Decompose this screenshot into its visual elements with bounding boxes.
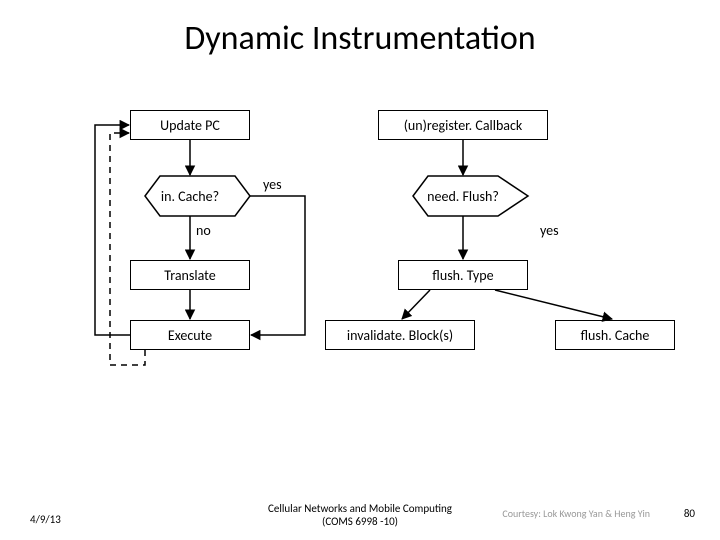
- node-need-flush: [413, 176, 528, 216]
- node-register-callback: (un)register. Callback: [378, 110, 548, 140]
- node-flush-type: flush. Type: [398, 260, 528, 290]
- node-translate: Translate: [130, 260, 250, 290]
- node-update-pc: Update PC: [130, 110, 250, 140]
- node-label: flush. Type: [432, 267, 493, 284]
- edge: [402, 290, 430, 319]
- footer-courtesy: Courtesy: Lok Kwong Yan & Heng Yin: [502, 507, 650, 520]
- node-label: Translate: [164, 267, 215, 284]
- node-in-cache: [145, 176, 250, 216]
- edge-label-yes-left: yes: [263, 176, 282, 193]
- edge: [495, 290, 612, 319]
- node-execute: Execute: [130, 320, 250, 350]
- node-label: invalidate. Block(s): [347, 327, 453, 344]
- edge-label-no-left: no: [196, 222, 211, 239]
- diagram-overlay: in. Cache? need. Flush?: [0, 0, 720, 540]
- footer-center-line1: Cellular Networks and Mobile Computing: [268, 502, 452, 515]
- edge-label-yes-right: yes: [540, 222, 559, 239]
- node-label: Update PC: [160, 117, 220, 134]
- node-label: need. Flush?: [427, 188, 499, 205]
- node-label: Execute: [168, 327, 212, 344]
- node-label: in. Cache?: [161, 188, 219, 205]
- edge: [250, 196, 305, 335]
- node-label: (un)register. Callback: [404, 117, 523, 134]
- node-label: flush. Cache: [581, 327, 650, 344]
- node-invalidate-block: invalidate. Block(s): [325, 320, 475, 350]
- edge: [95, 125, 130, 335]
- footer-center-line2: (COMS 6998 -10): [322, 515, 398, 528]
- footer-page: 80: [684, 507, 695, 520]
- node-flush-cache: flush. Cache: [555, 320, 675, 350]
- page-title: Dynamic Instrumentation: [0, 18, 720, 59]
